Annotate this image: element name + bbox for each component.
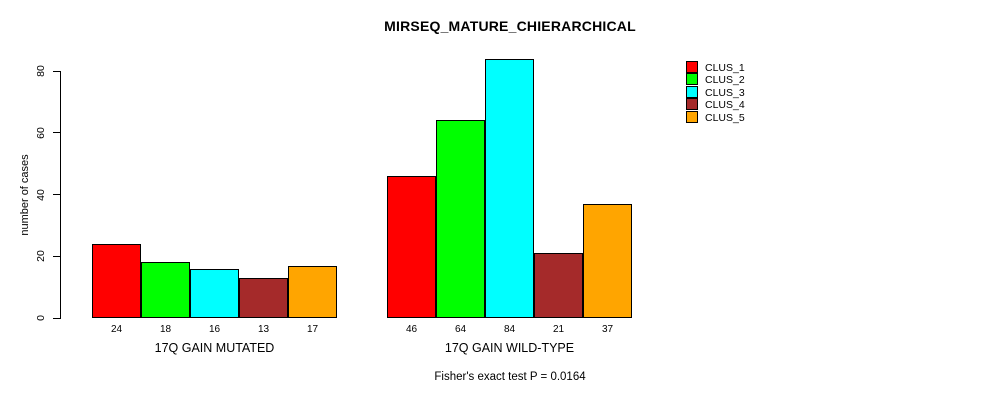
bar-clus_3-group2 [485, 58, 534, 318]
y-tick-20 [53, 255, 60, 257]
y-tick-label-0: 0 [35, 315, 47, 321]
bar-clus_2-group1 [141, 262, 190, 318]
legend-label-clus_5: CLUS_5 [705, 111, 745, 124]
y-tick-0 [53, 317, 60, 319]
chart-title: MIRSEQ_MATURE_CHIERARCHICAL [384, 18, 636, 34]
bar-value-label: 24 [110, 324, 123, 335]
bar-value-label: 18 [159, 324, 172, 335]
group-label-1: 17Q GAIN MUTATED [154, 341, 275, 355]
y-axis-title: number of cases [19, 154, 31, 236]
bar-value-label: 46 [405, 324, 418, 335]
legend-label-clus_1: CLUS_1 [705, 62, 745, 74]
y-tick-40 [53, 194, 60, 195]
y-axis-line [60, 71, 61, 319]
y-tick-label-40: 40 [35, 188, 47, 201]
legend-label-clus_4: CLUS_4 [705, 99, 745, 112]
y-tick-label-80: 80 [35, 65, 47, 77]
y-tick-80 [53, 70, 60, 72]
bar-clus_5-group1 [288, 265, 337, 318]
legend-swatch-clus_2 [686, 73, 698, 86]
bar-value-label: 16 [208, 324, 221, 335]
bar-clus_4-group1 [239, 277, 288, 318]
legend-label-clus_2: CLUS_2 [705, 74, 745, 87]
legend-swatch-clus_3 [686, 85, 698, 98]
bar-clus_5-group2 [583, 203, 632, 318]
bar-value-label: 13 [257, 324, 270, 335]
legend-label-clus_3: CLUS_3 [705, 86, 745, 99]
bar-clus_2-group2 [436, 120, 485, 318]
legend-swatch-clus_4 [686, 98, 698, 111]
y-tick-label-60: 60 [35, 126, 47, 139]
bar-clus_4-group2 [534, 253, 583, 318]
bar-value-label: 64 [454, 324, 467, 335]
bar-value-label: 84 [503, 324, 516, 335]
bar-value-label: 17 [306, 324, 319, 335]
y-tick-60 [53, 132, 60, 134]
legend-swatch-clus_5 [686, 110, 698, 123]
bar-clus_1-group2 [387, 175, 436, 318]
bar-value-label: 21 [552, 324, 565, 335]
annotation-text: Fisher's exact test P = 0.0164 [434, 371, 586, 383]
group-label-2: 17Q GAIN WILD-TYPE [444, 341, 575, 355]
bar-clus_1-group1 [92, 243, 141, 318]
bar-value-label: 37 [601, 324, 614, 335]
legend-swatch-clus_1 [686, 61, 698, 73]
bar-clus_3-group1 [190, 268, 239, 318]
y-tick-label-20: 20 [35, 250, 47, 263]
